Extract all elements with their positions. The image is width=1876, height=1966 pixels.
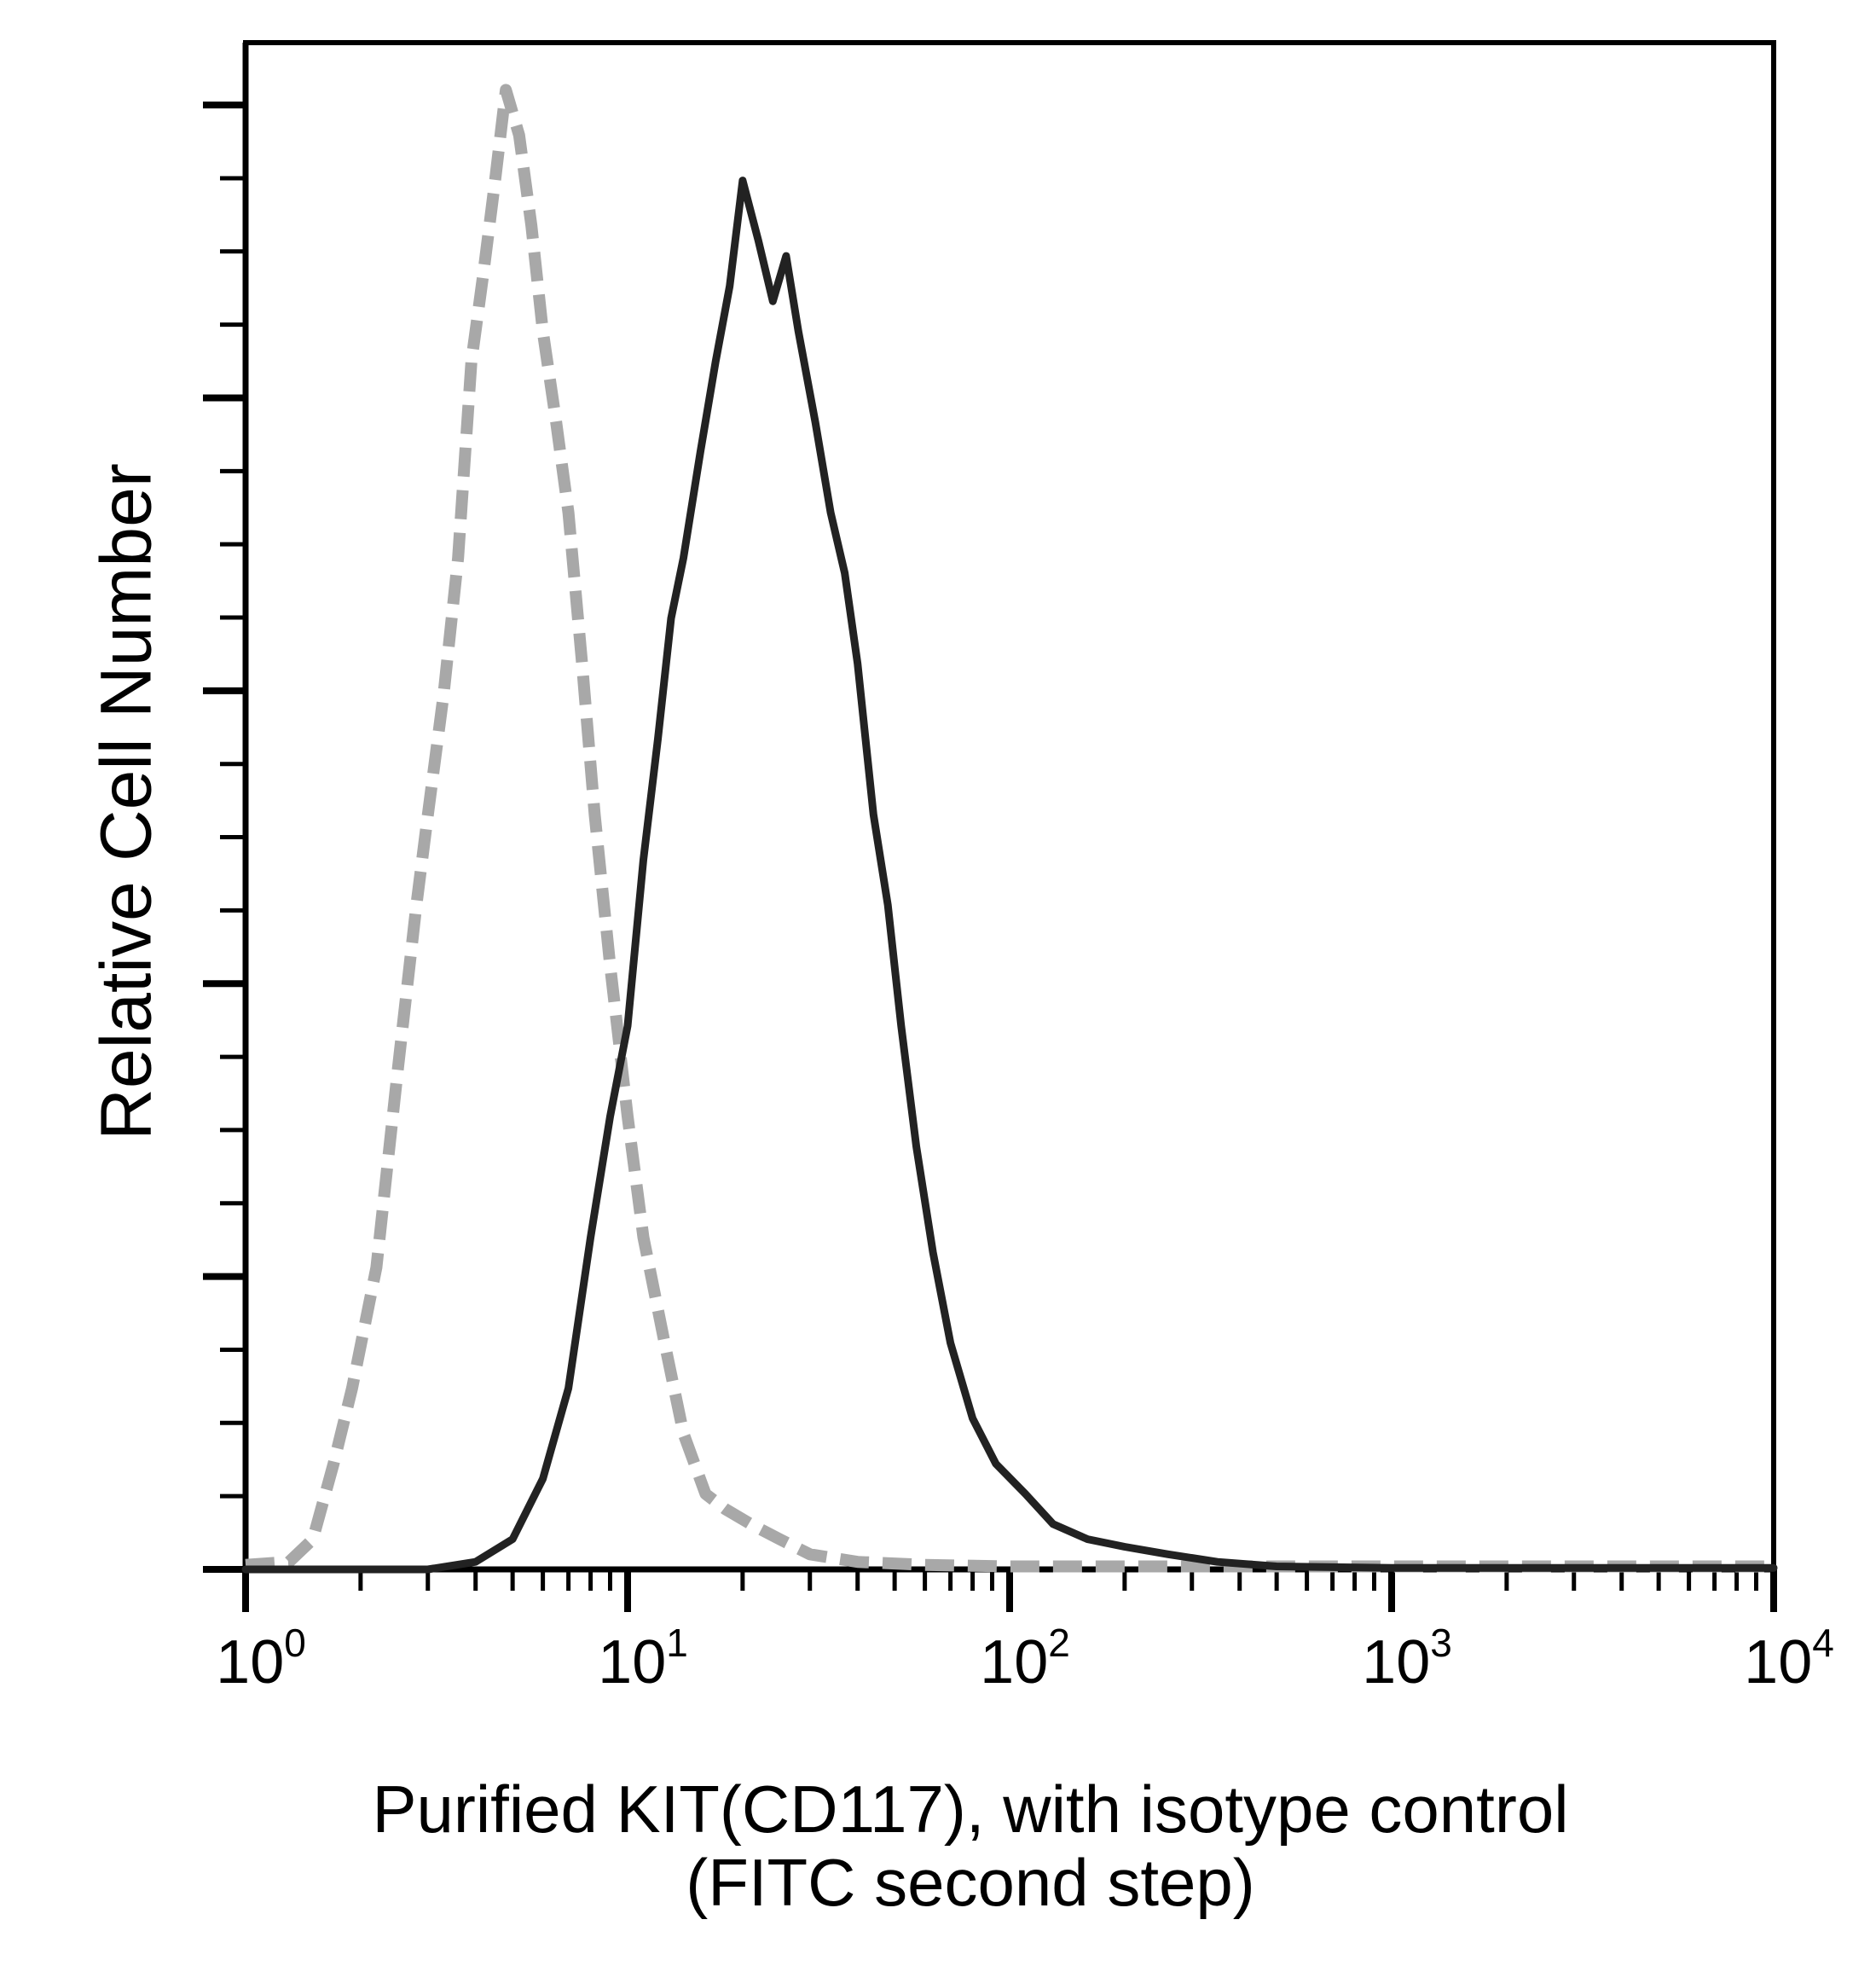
kit-cd117-series xyxy=(241,177,1778,1574)
x-axis-ticks xyxy=(242,1569,1777,1612)
x-tick-label-exponent: 1 xyxy=(666,1621,688,1665)
x-tick-label: 104 xyxy=(1744,1621,1834,1697)
x-axis-label-line-1: Purified KIT(CD117), with isotype contro… xyxy=(372,1772,1569,1847)
x-tick-label: 102 xyxy=(980,1621,1070,1697)
x-tick-label: 100 xyxy=(216,1621,306,1697)
x-tick-label-exponent: 4 xyxy=(1812,1621,1834,1665)
x-tick-label-base: 10 xyxy=(1744,1628,1813,1696)
x-tick-label: 101 xyxy=(598,1621,688,1697)
x-axis-label-line-2: (FITC second step) xyxy=(686,1845,1255,1920)
y-axis-ticks xyxy=(203,101,246,1573)
x-tick-label-base: 10 xyxy=(216,1628,285,1696)
x-tick-label-exponent: 3 xyxy=(1430,1621,1452,1665)
series-layer xyxy=(241,84,1778,1574)
y-axis-label: Relative Cell Number xyxy=(85,463,166,1140)
x-tick-label: 103 xyxy=(1362,1621,1452,1697)
x-tick-label-base: 10 xyxy=(1362,1628,1431,1696)
x-tick-label-exponent: 0 xyxy=(284,1621,306,1665)
x-tick-label-exponent: 2 xyxy=(1048,1621,1070,1665)
x-tick-label-base: 10 xyxy=(598,1628,667,1696)
plot-frame xyxy=(243,40,1776,1572)
x-tick-label-base: 10 xyxy=(980,1628,1049,1696)
isotype-control-series xyxy=(245,84,1774,1573)
